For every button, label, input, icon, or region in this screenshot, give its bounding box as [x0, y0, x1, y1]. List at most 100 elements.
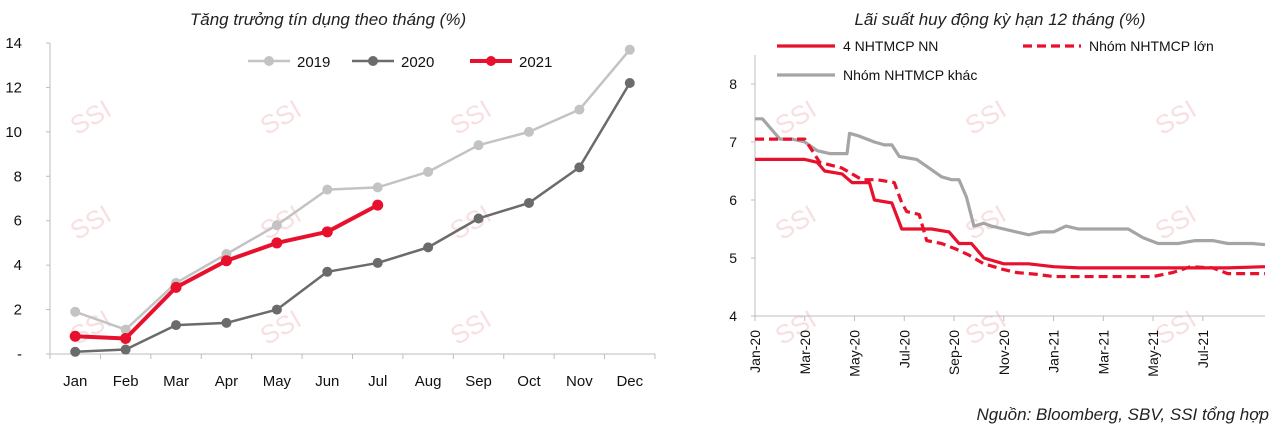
x-tick-label: Jul-21 — [1195, 330, 1211, 368]
data-point-2019 — [372, 182, 383, 193]
watermark-text: SSI — [770, 199, 821, 246]
x-tick-label: Mar-21 — [1095, 330, 1111, 375]
x-tick-label: Feb — [113, 373, 139, 390]
data-point-2021 — [321, 226, 333, 238]
data-point-2019 — [574, 104, 585, 115]
data-point-2021 — [69, 330, 81, 342]
watermark-text: SSI — [65, 199, 116, 246]
x-tick-label: Jan-21 — [1046, 330, 1062, 373]
x-tick-label: Aug — [415, 373, 442, 390]
y-tick-label: 12 — [5, 79, 22, 96]
y-tick-label: 4 — [14, 257, 22, 274]
data-point-2021 — [220, 255, 232, 267]
y-tick-label: 5 — [729, 250, 737, 266]
data-point-2019 — [120, 324, 131, 335]
data-point-2019 — [523, 126, 534, 137]
watermark-text: SSI — [445, 94, 496, 141]
x-tick-label: Sep — [465, 373, 492, 390]
credit-growth-title: Tăng trưởng tín dụng theo tháng (%) — [190, 10, 466, 29]
y-tick-label: - — [17, 346, 22, 363]
series-line-2020 — [75, 82, 631, 354]
watermark-text: SSI — [1150, 199, 1201, 246]
y-tick-label: 14 — [5, 35, 22, 52]
deposit-rate-chart: Lãi suất huy động kỳ hạn 12 tháng (%) 4 5… — [729, 10, 1266, 377]
y-tick-label: 10 — [5, 124, 22, 141]
data-point-2020 — [221, 317, 232, 328]
data-point-2021 — [120, 332, 132, 344]
legend-marker-2019 — [264, 56, 274, 66]
deposit-rate-axes: 4 5 6 7 8 Jan-20 Mar-20 May-20 Jul-20 Sep-20 Nov-2… — [729, 55, 1265, 377]
data-point-2019 — [322, 184, 333, 195]
data-point-2020 — [624, 77, 635, 88]
legend-label-2020: 2020 — [401, 54, 434, 71]
data-point-2020 — [574, 162, 585, 173]
x-tick-label: May-20 — [847, 330, 863, 377]
data-point-2021 — [372, 199, 384, 211]
legend-label-0: 4 NHTMCP NN — [843, 38, 938, 54]
data-point-2021 — [170, 281, 182, 293]
x-tick-label: Nov — [566, 373, 593, 390]
watermark-text: SSI — [445, 304, 496, 351]
deposit-rate-series — [755, 117, 1266, 279]
y-tick-label: 6 — [729, 192, 737, 208]
x-tick-label: Mar — [163, 373, 189, 390]
watermark-text: SSI — [770, 304, 821, 351]
deposit-rate-legend: 4 NHTMCP NN Nhóm NHTMCP lớn Nhóm NHTMCP kh… — [777, 38, 1214, 83]
data-point-2019 — [271, 220, 282, 231]
y-tick-label: 2 — [14, 302, 22, 319]
x-tick-label: Jul — [368, 373, 387, 390]
watermark-text: SSI — [65, 94, 116, 141]
data-point-2019 — [624, 44, 635, 55]
x-tick-label: May — [263, 373, 292, 390]
credit-growth-axes: - 2 4 6 8 10 12 14 Jan Feb Mar Apr May Jun Jul Aug Sep Oc… — [5, 35, 656, 390]
x-tick-label: Jan-20 — [747, 330, 763, 373]
x-tick-label: Nov-20 — [996, 330, 1012, 375]
credit-growth-series — [69, 44, 635, 357]
rate-line-large-banks — [755, 137, 1265, 279]
rate-line-other-banks — [755, 117, 1266, 247]
data-point-2021 — [271, 237, 283, 249]
data-point-2020 — [523, 197, 534, 208]
data-point-2019 — [70, 306, 81, 317]
data-point-2019 — [473, 140, 484, 151]
legend-label-2021: 2021 — [519, 54, 552, 71]
data-point-2020 — [372, 257, 383, 268]
legend-label-2019: 2019 — [297, 54, 330, 71]
legend-label-1: Nhóm NHTMCP lớn — [1089, 38, 1214, 54]
legend-label-2: Nhóm NHTMCP khác — [843, 67, 977, 83]
watermark-text: SSI — [1150, 94, 1201, 141]
x-tick-label: Sep-20 — [946, 330, 962, 375]
data-point-2019 — [423, 166, 434, 177]
data-point-2020 — [271, 304, 282, 315]
data-point-2020 — [171, 320, 182, 331]
x-tick-label: Jul-20 — [896, 330, 912, 368]
x-tick-label: Mar-20 — [797, 330, 813, 375]
y-tick-label: 6 — [14, 213, 22, 230]
series-line-2019 — [74, 48, 631, 331]
rate-line-state-banks — [755, 157, 1266, 270]
x-tick-label: Oct — [517, 373, 541, 390]
x-tick-label: Dec — [616, 373, 643, 390]
credit-growth-legend: 2019 2020 2021 — [248, 54, 552, 71]
watermark-text: SSI — [960, 94, 1011, 141]
legend-marker-2020 — [368, 56, 378, 66]
y-tick-label: 8 — [729, 76, 737, 92]
data-point-2020 — [322, 266, 333, 277]
x-tick-label: Jan — [63, 373, 87, 390]
x-tick-label: Apr — [215, 373, 238, 390]
y-tick-label: 4 — [729, 308, 737, 324]
data-point-2020 — [473, 213, 484, 224]
watermark-text: SSI — [255, 94, 306, 141]
data-point-2020 — [423, 242, 434, 253]
credit-growth-chart: Tăng trưởng tín dụng theo tháng (%) - 2 4 6… — [5, 10, 656, 390]
y-tick-label: 7 — [729, 134, 737, 150]
x-tick-label: May-21 — [1145, 330, 1161, 377]
data-point-2020 — [120, 344, 131, 355]
data-point-2020 — [70, 346, 81, 357]
source-note: Nguồn: Bloomberg, SBV, SSI tổng hợp — [976, 405, 1269, 424]
x-tick-label: Jun — [315, 373, 339, 390]
deposit-rate-title: Lãi suất huy động kỳ hạn 12 tháng (%) — [854, 10, 1145, 29]
